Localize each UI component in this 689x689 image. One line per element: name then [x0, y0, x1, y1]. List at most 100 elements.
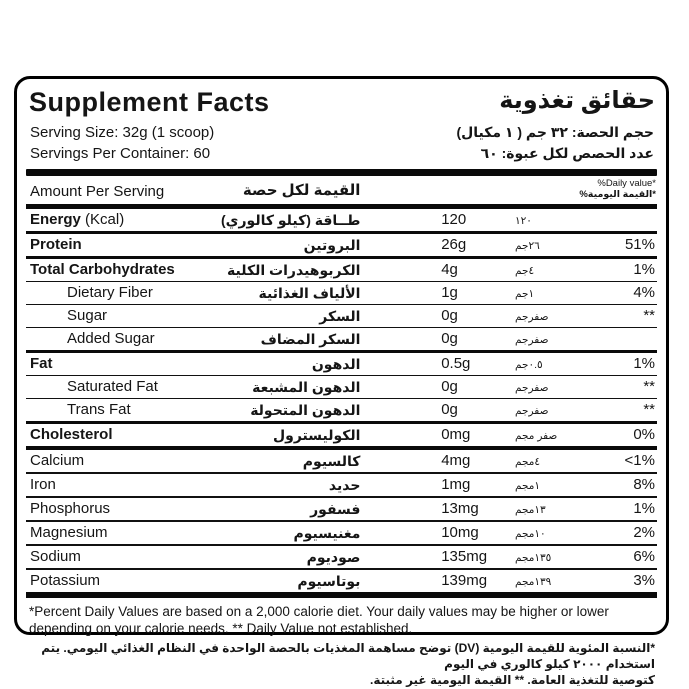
nutrient-name-arabic: صوديوم [306, 549, 361, 565]
nutrient-daily-value: ** [643, 307, 655, 324]
nutrient-daily-value: 6% [633, 548, 655, 565]
nutrient-daily-value: 1% [633, 500, 655, 517]
nutrient-value: 120 [441, 211, 467, 228]
nutrient-name-arabic: الكربوهيدرات الكلية [227, 262, 361, 278]
divider-bar-top [26, 169, 657, 176]
nutrient-value-arabic: ٤مجم [515, 456, 541, 468]
amount-per-serving-header-arabic: القيمة لكل حصة [242, 182, 361, 199]
nutrient-value: 4mg [441, 452, 471, 469]
nutrient-name: Calcium [30, 452, 85, 469]
nutrient-name: Phosphorus [30, 500, 111, 517]
servings-per-container-arabic: عدد الحصص لكل عبوة: ٦٠ [480, 145, 654, 161]
footnote-arabic-line2: كتوصية للتغذية العامة. ** القيمة اليومية… [370, 673, 655, 687]
nutrient-name-arabic: حديد [328, 477, 361, 493]
nutrient-row-sugar: Sugar السكر 0g صفرجم ** [26, 305, 657, 328]
nutrient-value-arabic: ٠.٥جم [515, 359, 543, 371]
nutrient-name-arabic: طــاقة (كيلو كالوري) [220, 212, 361, 228]
nutrient-name-arabic: البروتين [303, 237, 361, 253]
nutrient-name: Saturated Fat [67, 378, 158, 395]
daily-value-header: %Daily value* *القيمة اليومية% [579, 178, 656, 200]
nutrient-name: Potassium [30, 572, 101, 589]
serving-size-arabic: حجم الحصة: ٣٢ جم ( ١ مكيال) [456, 124, 654, 140]
nutrient-value: 26g [441, 236, 467, 253]
nutrient-daily-value: 1% [633, 355, 655, 372]
nutrient-row-fat: Fat الدهون 0.5g ٠.٥جم 1% [26, 353, 657, 376]
nutrient-name-arabic: الدهون [311, 356, 361, 372]
servings-per-container-english: Servings Per Container: 60 [30, 145, 211, 162]
nutrient-row-iron: Iron حديد 1mg ١مجم 8% [26, 474, 657, 498]
supplement-facts-label: Supplement Facts حقائق تغذوية Serving Si… [14, 76, 669, 687]
nutrient-daily-value: 2% [633, 524, 655, 541]
nutrient-value: 0g [441, 401, 458, 418]
nutrient-name-arabic: الدهون المشبعة [252, 379, 361, 395]
nutrient-name-suffix: (Kcal) [80, 211, 125, 228]
nutrient-value-arabic: صفرجم [515, 311, 549, 323]
nutrient-name: Iron [30, 476, 56, 493]
daily-value-header-arabic: *القيمة اليومية% [579, 189, 656, 200]
nutrient-name: Trans Fat [67, 401, 131, 418]
nutrient-name: Sugar [67, 307, 108, 324]
footnote-arabic-line1: *النسبة المئوية للقيمة اليومية (DV) توضح… [41, 641, 655, 671]
nutrient-value: 1mg [441, 476, 471, 493]
nutrient-name: Cholesterol [30, 426, 113, 443]
nutrient-name: Total Carbohydrates [30, 261, 175, 278]
nutrient-daily-value: <1% [624, 452, 655, 469]
nutrient-value: 4g [441, 261, 458, 278]
nutrient-row-dietary-fiber: Dietary Fiber الألياف الغذائية 1g ١جم 4% [26, 282, 657, 305]
nutrient-daily-value: 3% [633, 572, 655, 589]
nutrient-row-sodium: Sodium صوديوم 135mg ١٣٥مجم 6% [26, 546, 657, 570]
nutrient-value-arabic: ١٣٩مجم [515, 576, 552, 588]
nutrient-row-saturated-fat: Saturated Fat الدهون المشبعة 0g صفرجم ** [26, 376, 657, 399]
nutrient-value-arabic: ١٣مجم [515, 504, 546, 516]
column-header-row: Amount Per Serving القيمة لكل حصة %Daily… [26, 176, 657, 209]
nutrient-daily-value: 8% [633, 476, 655, 493]
nutrient-value-arabic: ١جم [515, 288, 535, 300]
nutrient-row-energy: Energy (Kcal) طــاقة (كيلو كالوري) 120 ١… [26, 209, 657, 234]
title-row: Supplement Facts حقائق تغذوية [26, 87, 657, 123]
nutrient-value-arabic: صفر مجم [515, 430, 558, 442]
title-english: Supplement Facts [29, 87, 270, 117]
servings-per-container-row: Servings Per Container: 60 عدد الحصص لكل… [26, 144, 657, 165]
nutrient-daily-value: 4% [633, 284, 655, 301]
nutrient-name: Magnesium [30, 524, 108, 541]
nutrient-row-magnesium: Magnesium مغنيسيوم 10mg ١٠مجم 2% [26, 522, 657, 546]
nutrient-name-arabic: الدهون المتحولة [250, 402, 361, 418]
amount-per-serving-header: Amount Per Serving [30, 183, 165, 200]
nutrient-name-arabic: كالسيوم [302, 453, 361, 469]
nutrient-value: 10mg [441, 524, 479, 541]
nutrient-row-phosphorus: Phosphorus فسفور 13mg ١٣مجم 1% [26, 498, 657, 522]
nutrient-row-potassium: Potassium بوتاسيوم 139mg ١٣٩مجم 3% [26, 570, 657, 598]
nutrient-value-arabic: ٢٦جم [515, 240, 540, 252]
nutrient-row-calcium: Calcium كالسيوم 4mg ٤مجم <1% [26, 450, 657, 474]
nutrient-name: Dietary Fiber [67, 284, 153, 301]
nutrient-name: Protein [30, 236, 82, 253]
nutrient-value: 0g [441, 330, 458, 347]
nutrient-value-arabic: صفرجم [515, 334, 549, 346]
nutrient-row-added-sugar: Added Sugar السكر المضاف 0g صفرجم [26, 328, 657, 353]
nutrient-name-bold: Energy [30, 211, 81, 228]
nutrient-value-arabic: صفرجم [515, 382, 549, 394]
nutrient-name-arabic: السكر المضاف [260, 331, 361, 347]
nutrient-name: Energy (Kcal) [30, 209, 124, 231]
nutrient-daily-value: ** [643, 378, 655, 395]
nutrient-value-arabic: ١٢٠ [515, 215, 532, 227]
title-arabic: حقائق تغذوية [499, 87, 655, 114]
nutrient-name-arabic: بوتاسيوم [297, 573, 361, 589]
nutrient-value-arabic: صفرجم [515, 405, 549, 417]
nutrient-value: 139mg [441, 572, 488, 589]
nutrient-daily-value: 51% [624, 236, 655, 253]
serving-size-english: Serving Size: 32g (1 scoop) [30, 124, 215, 141]
nutrient-value: 0g [441, 307, 458, 324]
nutrient-row-trans-fat: Trans Fat الدهون المتحولة 0g صفرجم ** [26, 399, 657, 424]
nutrient-value-arabic: ١٠مجم [515, 528, 546, 540]
nutrient-daily-value: ** [643, 401, 655, 418]
nutrient-value: 0mg [441, 426, 471, 443]
nutrient-row-protein: Protein البروتين 26g ٢٦جم 51% [26, 234, 657, 259]
footnote-english: *Percent Daily Values are based on a 2,0… [29, 604, 609, 636]
nutrient-value-arabic: ١مجم [515, 480, 541, 492]
nutrient-value: 0g [441, 378, 458, 395]
nutrient-value: 135mg [441, 548, 488, 565]
nutrient-name-arabic: مغنيسيوم [293, 525, 361, 541]
footnotes: *Percent Daily Values are based on a 2,0… [26, 598, 657, 688]
